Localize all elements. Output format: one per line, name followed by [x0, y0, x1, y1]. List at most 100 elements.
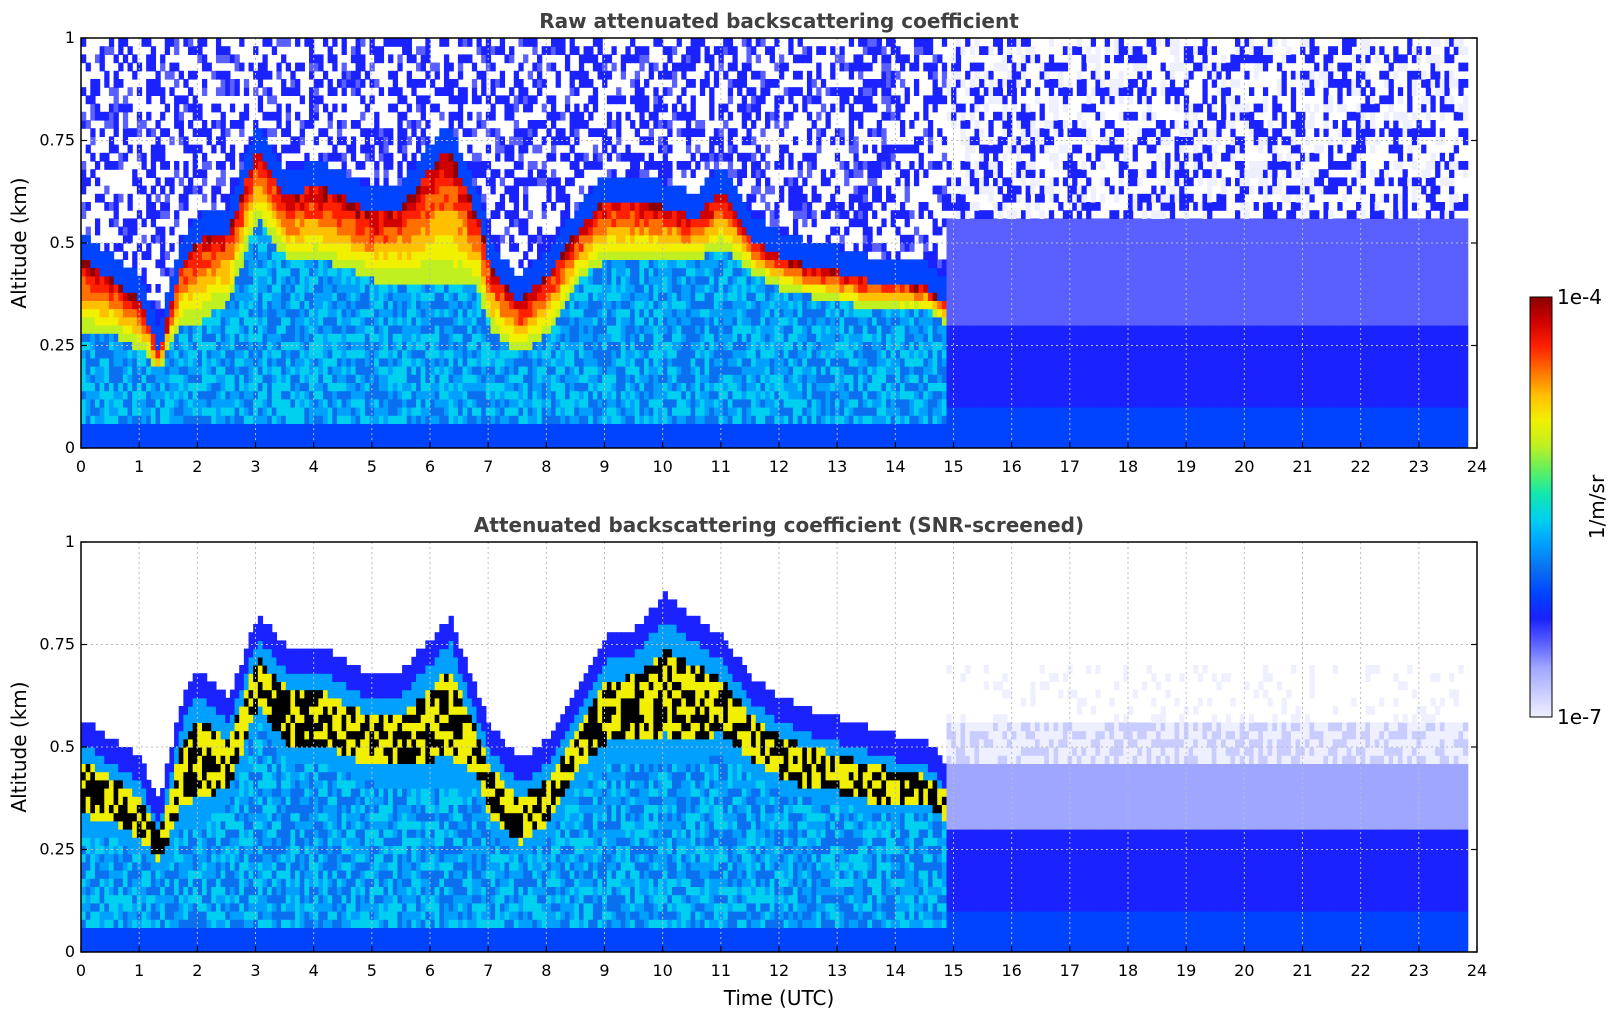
heatmap-cell — [625, 374, 631, 383]
heatmap-cell — [290, 79, 296, 88]
heatmap-cell — [606, 325, 613, 334]
heatmap-cell — [285, 234, 291, 244]
heatmap-cell — [141, 284, 147, 293]
heatmap-cell — [495, 349, 501, 359]
heatmap-cell — [471, 407, 478, 416]
heatmap-cell — [234, 251, 240, 260]
heatmap-cell — [457, 103, 464, 113]
heatmap-cell — [313, 161, 319, 170]
heatmap-cell — [215, 431, 222, 441]
heatmap-cell — [262, 382, 268, 392]
heatmap-cell — [248, 366, 254, 375]
heatmap-cell — [448, 210, 454, 219]
heatmap-cell — [322, 366, 329, 375]
heatmap-cell — [192, 95, 198, 105]
heatmap-cell — [434, 193, 440, 203]
heatmap-cell — [309, 243, 315, 252]
heatmap-cell — [322, 218, 329, 228]
heatmap-cell — [155, 333, 161, 342]
heatmap-cell — [383, 300, 389, 310]
heatmap-cell — [183, 193, 189, 203]
heatmap-cell — [132, 54, 138, 64]
heatmap-cell — [457, 431, 464, 441]
heatmap-cell — [150, 382, 157, 392]
heatmap-cell — [383, 210, 389, 219]
heatmap-cell — [118, 439, 124, 448]
heatmap-cell — [104, 292, 110, 301]
heatmap-cell — [276, 243, 282, 252]
heatmap-cell — [243, 243, 250, 252]
heatmap-cell — [206, 366, 212, 375]
heatmap-cell — [532, 38, 538, 47]
heatmap-cell — [201, 349, 208, 359]
heatmap-cell — [197, 431, 203, 441]
heatmap-cell — [188, 390, 194, 400]
heatmap-cell — [374, 349, 380, 359]
heatmap-cell — [322, 103, 329, 113]
heatmap-cell — [634, 54, 640, 64]
heatmap-cell — [425, 95, 431, 105]
heatmap-cell — [355, 193, 361, 203]
heatmap-cell — [546, 333, 552, 342]
heatmap-cell — [309, 161, 315, 170]
heatmap-cell — [555, 226, 561, 236]
heatmap-cell — [178, 325, 184, 334]
heatmap-cell — [439, 415, 445, 424]
heatmap-cell — [648, 439, 654, 448]
heatmap-cell — [639, 202, 645, 211]
heatmap-cell — [267, 439, 273, 448]
heatmap-cell — [327, 366, 333, 375]
heatmap-cell — [476, 431, 482, 441]
heatmap-cell — [313, 111, 319, 121]
heatmap-cell — [411, 390, 417, 400]
heatmap-cell — [215, 177, 222, 187]
heatmap-cell — [583, 46, 589, 55]
heatmap-cell — [462, 218, 468, 228]
heatmap-cell — [267, 251, 273, 260]
heatmap-cell — [550, 308, 557, 318]
heatmap-cell — [355, 210, 361, 219]
heatmap-cell — [332, 292, 338, 301]
heatmap-cell — [211, 243, 217, 252]
heatmap-cell — [476, 423, 482, 433]
heatmap-cell — [550, 284, 557, 293]
heatmap-cell — [229, 374, 236, 383]
heatmap-cell — [569, 120, 575, 129]
heatmap-cell — [457, 423, 464, 433]
heatmap-cell — [462, 439, 468, 448]
heatmap-cell — [141, 185, 147, 195]
heatmap-cell — [127, 374, 133, 383]
heatmap-cell — [434, 251, 440, 260]
heatmap-cell — [85, 144, 91, 154]
heatmap-cell — [471, 202, 478, 211]
heatmap-cell — [625, 366, 631, 375]
heatmap-cell — [671, 357, 678, 367]
heatmap-cell — [132, 218, 138, 228]
heatmap-cell — [383, 374, 389, 383]
heatmap-cell — [234, 193, 240, 203]
heatmap-cell — [122, 341, 129, 351]
heatmap-cell — [611, 234, 617, 244]
heatmap-cell — [248, 292, 254, 301]
heatmap-cell — [611, 267, 617, 277]
heatmap-cell — [602, 407, 608, 416]
heatmap-cell — [229, 431, 236, 441]
heatmap-cell — [569, 382, 575, 392]
heatmap-cell — [332, 251, 338, 260]
heatmap-cell — [225, 251, 231, 260]
heatmap-cell — [476, 275, 482, 285]
heatmap-cell — [327, 152, 333, 162]
heatmap-cell — [313, 103, 319, 113]
heatmap-cell — [420, 382, 426, 392]
heatmap-cell — [383, 325, 389, 334]
heatmap-cell — [490, 185, 496, 195]
heatmap-cell — [350, 218, 357, 228]
heatmap-cell — [364, 202, 371, 211]
heatmap-cell — [271, 382, 278, 392]
heatmap-cell — [90, 243, 96, 252]
heatmap-cell — [104, 431, 110, 441]
heatmap-cell — [253, 267, 259, 277]
heatmap-cell — [132, 316, 138, 326]
heatmap-cell — [122, 325, 129, 334]
heatmap-cell — [248, 169, 254, 178]
